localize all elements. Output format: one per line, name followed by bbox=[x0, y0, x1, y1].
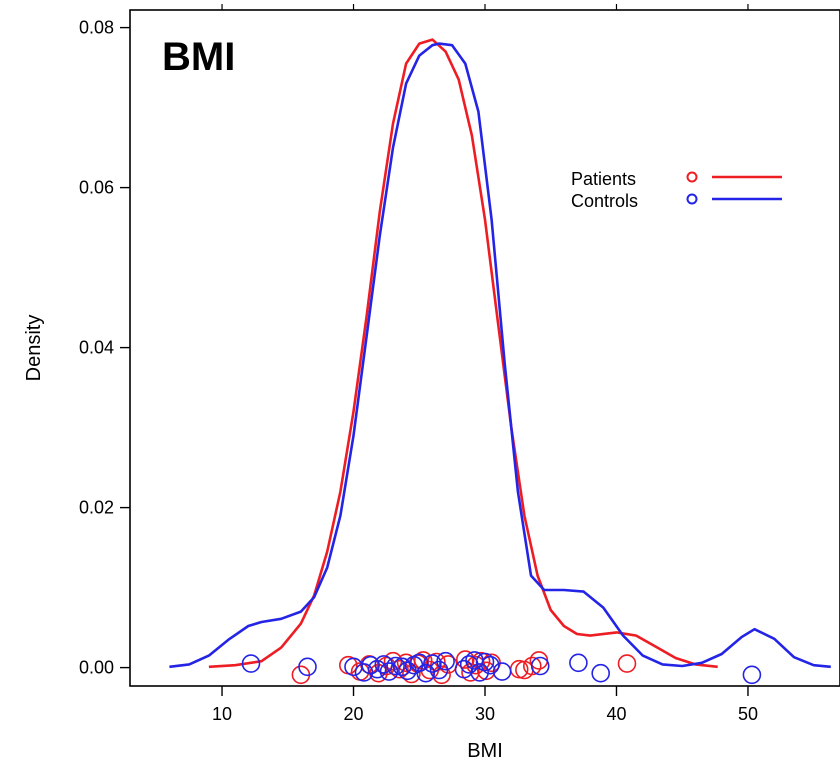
y-tick-label: 0.02 bbox=[79, 498, 114, 518]
x-tick-label: 20 bbox=[344, 704, 364, 724]
rug-point-controls bbox=[591, 663, 611, 683]
y-axis: 0.00 0.02 0.04 0.06 0.08 bbox=[79, 18, 130, 678]
y-tick-label: 0.06 bbox=[79, 178, 114, 198]
rug-point-controls bbox=[416, 663, 436, 683]
rug-point-controls bbox=[470, 663, 490, 682]
rug-point-controls bbox=[241, 654, 261, 673]
rug-point-controls bbox=[742, 665, 762, 685]
x-tick-label: 50 bbox=[738, 704, 758, 724]
rug-point-controls bbox=[475, 652, 495, 672]
top-axis-ticks bbox=[221, 4, 749, 10]
rug-point-controls bbox=[367, 659, 387, 679]
y-tick-label: 0.00 bbox=[79, 658, 114, 678]
x-tick-label: 30 bbox=[475, 704, 495, 724]
rug-point-patients bbox=[432, 665, 451, 685]
rug-point-controls bbox=[379, 662, 399, 681]
rug-point-controls bbox=[454, 659, 474, 679]
rug-point-controls bbox=[480, 655, 500, 675]
x-tick-label: 10 bbox=[212, 704, 232, 724]
rug-point-controls bbox=[298, 657, 317, 677]
rug-point-patients bbox=[413, 651, 433, 670]
rug-point-controls bbox=[569, 653, 588, 673]
legend-marker-controls bbox=[686, 193, 698, 205]
y-tick-label: 0.08 bbox=[79, 18, 114, 38]
legend-label-patients: Patients bbox=[571, 169, 636, 189]
density-curves bbox=[169, 38, 831, 669]
rug-points bbox=[241, 650, 762, 685]
x-axis: 10 20 30 40 50 bbox=[212, 686, 758, 724]
rug-point-controls bbox=[423, 654, 442, 673]
legend-label-controls: Controls bbox=[571, 191, 638, 211]
rug-point-controls bbox=[492, 662, 512, 681]
rug-point-controls bbox=[392, 657, 412, 677]
rug-point-controls bbox=[354, 663, 374, 682]
y-tick-label: 0.04 bbox=[79, 338, 114, 358]
rug-point-controls bbox=[436, 651, 455, 671]
rug-point-patients bbox=[522, 656, 542, 676]
x-tick-label: 40 bbox=[606, 704, 626, 724]
rug-point-controls bbox=[386, 656, 405, 676]
chart-title: BMI bbox=[162, 35, 235, 79]
rug-point-patients bbox=[617, 654, 637, 673]
rug-point-controls bbox=[409, 653, 429, 673]
density-line-controls bbox=[169, 42, 831, 669]
rug-point-patients bbox=[455, 650, 475, 669]
density-line-patients bbox=[208, 38, 718, 669]
rug-point-controls bbox=[530, 656, 550, 676]
y-axis-title: Density bbox=[23, 315, 45, 382]
x-axis-title: BMI bbox=[467, 740, 503, 762]
plot-frame bbox=[129, 9, 840, 687]
legend-marker-patients bbox=[686, 171, 698, 183]
legend: Patients Controls bbox=[571, 169, 782, 211]
